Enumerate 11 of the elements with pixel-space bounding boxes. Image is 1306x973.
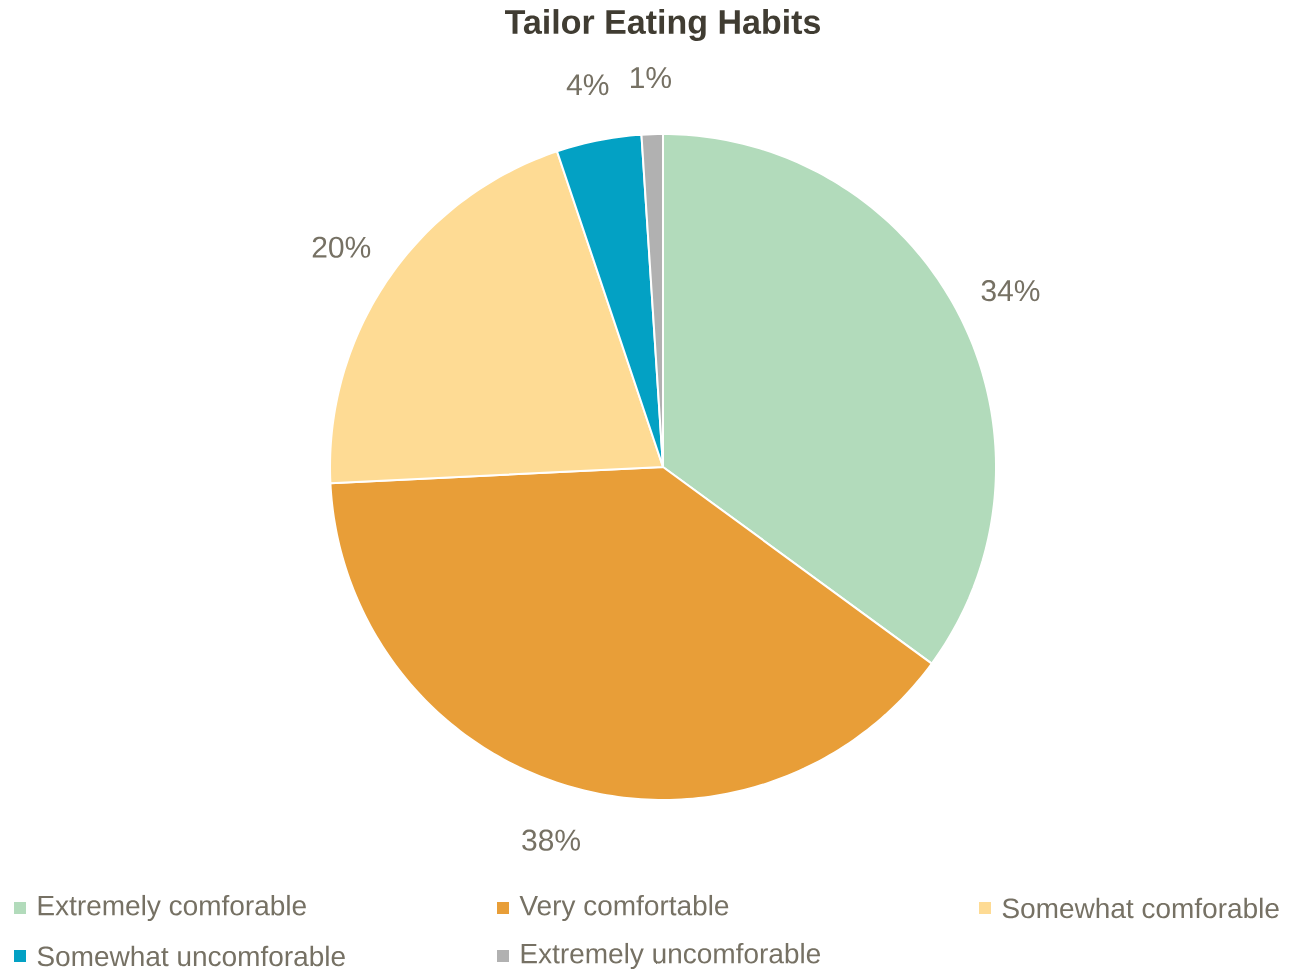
data-label: 1% (631, 67, 671, 89)
data-label: 4% (566, 74, 609, 96)
legend-label: Extremely comforable (38, 894, 306, 922)
data-label: 34% (981, 280, 1040, 302)
chart-title: Tailor Eating Habits (505, 9, 820, 41)
legend-label: Very comfortable (519, 894, 729, 922)
legend-label: Extremely uncomforable (521, 942, 821, 970)
legend-label: Somewhat comforable (1002, 897, 1279, 919)
data-label: 38% (522, 829, 580, 851)
legend-label: Somewhat uncomforable (37, 945, 345, 967)
data-label: 20% (312, 236, 371, 258)
